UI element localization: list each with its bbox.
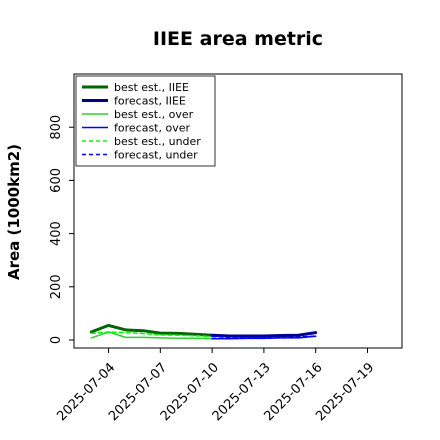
legend-label: forecast, IIEE: [114, 95, 186, 108]
y-tick-label: 0: [49, 336, 64, 344]
legend-label: best est., under: [114, 135, 201, 148]
legend-label: best est., IIEE: [114, 81, 189, 94]
y-tick-label: 600: [49, 168, 64, 193]
y-tick-label: 800: [49, 115, 64, 140]
legend-label: forecast, under: [114, 149, 198, 162]
legend-label: forecast, over: [114, 122, 190, 135]
y-tick-label: 200: [49, 274, 64, 299]
y-axis-label: Area (1000km2): [5, 144, 23, 280]
chart-title: IIEE area metric: [153, 28, 323, 50]
y-tick-label: 400: [49, 221, 64, 246]
legend-label: best est., over: [114, 108, 194, 121]
